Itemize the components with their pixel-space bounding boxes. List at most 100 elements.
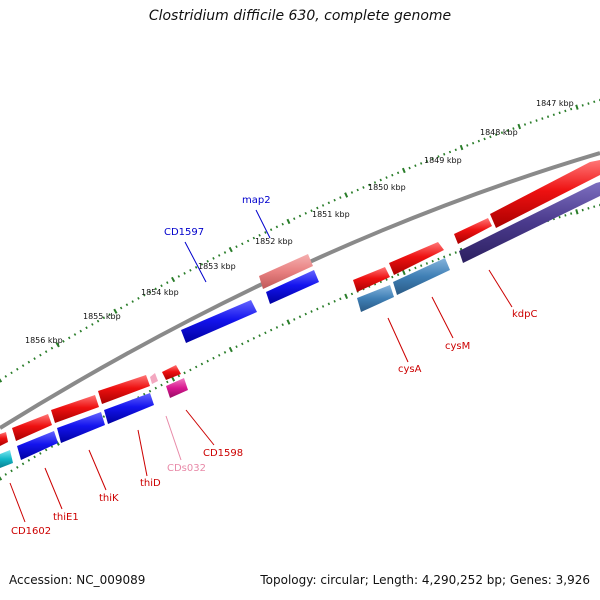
inner-tick (437, 257, 440, 261)
gene-arrow-magenta[interactable] (166, 378, 188, 398)
kbp-label: 1851 kbp (312, 210, 350, 219)
outer-tick (517, 123, 522, 130)
inner-tick (425, 262, 429, 265)
outer-tick (39, 353, 42, 357)
inner-tick (298, 315, 302, 319)
gene-label-cysa[interactable]: cysA (398, 364, 422, 375)
inner-tick (33, 455, 36, 459)
inner-tick (252, 336, 256, 340)
kbp-label: 1855 kbp (83, 312, 121, 321)
gene-arrow-blue[interactable] (104, 393, 154, 424)
gene-arrow-red[interactable] (12, 414, 52, 441)
outer-tick (293, 217, 296, 221)
inner-tick (448, 253, 452, 256)
outer-tick (581, 104, 584, 107)
outer-tick (33, 357, 36, 361)
gene-label-cysm[interactable]: cysM (445, 341, 470, 352)
inner-tick (241, 342, 244, 346)
outer-tick (500, 131, 504, 134)
inner-tick (275, 326, 279, 329)
outer-tick (119, 306, 123, 310)
gene-label-cd1597[interactable]: CD1597 (164, 227, 204, 238)
outer-tick (454, 148, 457, 152)
gene-arrow-red[interactable] (389, 242, 444, 275)
gene-label-cd1602[interactable]: CD1602 (11, 526, 51, 537)
kbp-label: 1849 kbp (424, 156, 462, 165)
gene-arrow-red[interactable] (162, 365, 181, 380)
gene-arrow-pink[interactable] (259, 254, 313, 289)
inner-tick (27, 458, 31, 462)
outer-tick (344, 192, 349, 198)
inner-tick (385, 278, 388, 281)
gene-arrow-blue[interactable] (266, 270, 319, 304)
outer-tick (558, 111, 561, 115)
inner-tick (102, 415, 106, 418)
gene-label-map2[interactable]: map2 (242, 195, 271, 206)
gene-arrow-purple[interactable] (459, 182, 600, 263)
gene-label-cds032[interactable]: CDs032 (167, 463, 206, 474)
leader-line (488, 269, 513, 308)
inner-tick (228, 346, 233, 353)
outer-tick (512, 127, 515, 130)
kbp-label: 1852 kbp (255, 237, 293, 246)
inner-tick (321, 305, 325, 308)
outer-tick (246, 239, 250, 243)
gene-arrow-red[interactable] (353, 267, 390, 292)
outer-tick (587, 102, 590, 105)
inner-tick (212, 356, 215, 360)
outer-tick (483, 137, 486, 141)
inner-tick (154, 386, 158, 390)
outer-tick (252, 236, 256, 240)
inner-tick (408, 268, 411, 272)
gene-label-kdpc[interactable]: kdpC (512, 309, 537, 320)
outer-tick (304, 211, 307, 215)
inner-tick (443, 255, 446, 259)
inner-tick (587, 207, 590, 210)
inner-tick (10, 469, 13, 473)
outer-tick (575, 104, 579, 110)
outer-tick (27, 360, 31, 364)
inner-tick (148, 389, 152, 393)
gene-arrow-blue[interactable] (57, 412, 105, 443)
outer-tick (437, 155, 440, 158)
outer-tick (125, 303, 129, 307)
outer-tick (73, 333, 77, 336)
gene-arrow-blue[interactable] (181, 300, 257, 343)
inner-tick (431, 259, 434, 263)
gene-label-thid[interactable]: thiD (140, 478, 161, 489)
outer-tick (298, 214, 302, 218)
outer-tick (10, 371, 13, 375)
gene-arrow-blue[interactable] (17, 431, 58, 460)
gene-arrow-red[interactable] (98, 375, 150, 404)
gene-label-thik[interactable]: thiK (99, 493, 119, 504)
gene-label-thie1[interactable]: thiE1 (53, 512, 79, 523)
outer-tick (506, 129, 509, 132)
gene-arrow-red[interactable] (0, 432, 8, 446)
outer-tick (194, 265, 198, 269)
inner-tick (414, 266, 417, 270)
outer-tick (362, 186, 365, 189)
leader-line (387, 317, 409, 363)
gene-arrow-cyan[interactable] (0, 450, 13, 468)
inner-tick (39, 452, 42, 455)
gene-arrow-steel[interactable] (393, 258, 450, 295)
inner-tick (16, 465, 19, 469)
gene-arrow-red[interactable] (51, 395, 99, 423)
outer-tick (564, 109, 567, 113)
outer-tick (459, 144, 464, 151)
gene-arrow-red[interactable] (454, 218, 492, 244)
outer-tick (102, 316, 106, 320)
gene-arrow-steel[interactable] (357, 285, 394, 312)
inner-tick (0, 476, 3, 481)
gene-arrow-red[interactable] (490, 160, 600, 228)
inner-tick (391, 275, 394, 279)
gene-label-cd1598[interactable]: CD1598 (203, 448, 243, 459)
leader-line (9, 482, 26, 523)
inner-tick (327, 302, 331, 306)
outer-tick (183, 272, 186, 275)
gene-arrow-pink-small[interactable] (150, 373, 158, 384)
outer-tick (269, 228, 273, 232)
outer-tick (241, 242, 244, 246)
inner-tick (564, 214, 567, 217)
